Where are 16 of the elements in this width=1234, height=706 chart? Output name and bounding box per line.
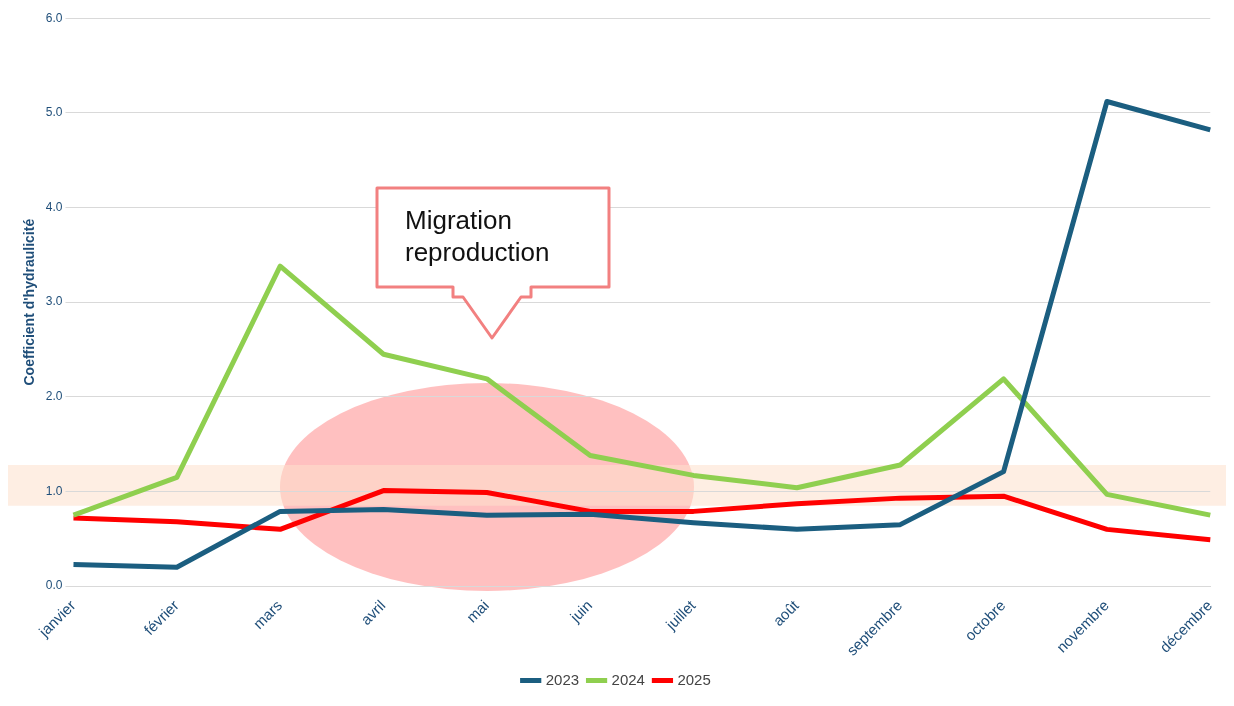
- y-tick-label: 6.0: [45, 10, 63, 25]
- legend-label: 2023: [545, 670, 580, 688]
- x-tick-label: mai: [462, 596, 492, 626]
- callout-box: Migration reproduction: [375, 186, 613, 341]
- legend-label: 2025: [677, 670, 711, 688]
- y-tick-label: 3.0: [45, 294, 63, 309]
- y-axis-title: Coefficient d'hydraulicité: [21, 218, 38, 386]
- y-tick-label: 1.0: [45, 483, 63, 498]
- y-tick-label: 4.0: [45, 199, 63, 214]
- legend-label: 2024: [611, 670, 645, 688]
- y-tick-label: 0.0: [45, 578, 63, 593]
- x-tick-label: août: [769, 595, 803, 630]
- x-tick-label: juin: [566, 596, 596, 626]
- y-tick-label: 2.0: [45, 389, 63, 404]
- y-tick-label: 5.0: [45, 105, 63, 120]
- annotation: Migration reproduction: [405, 204, 551, 268]
